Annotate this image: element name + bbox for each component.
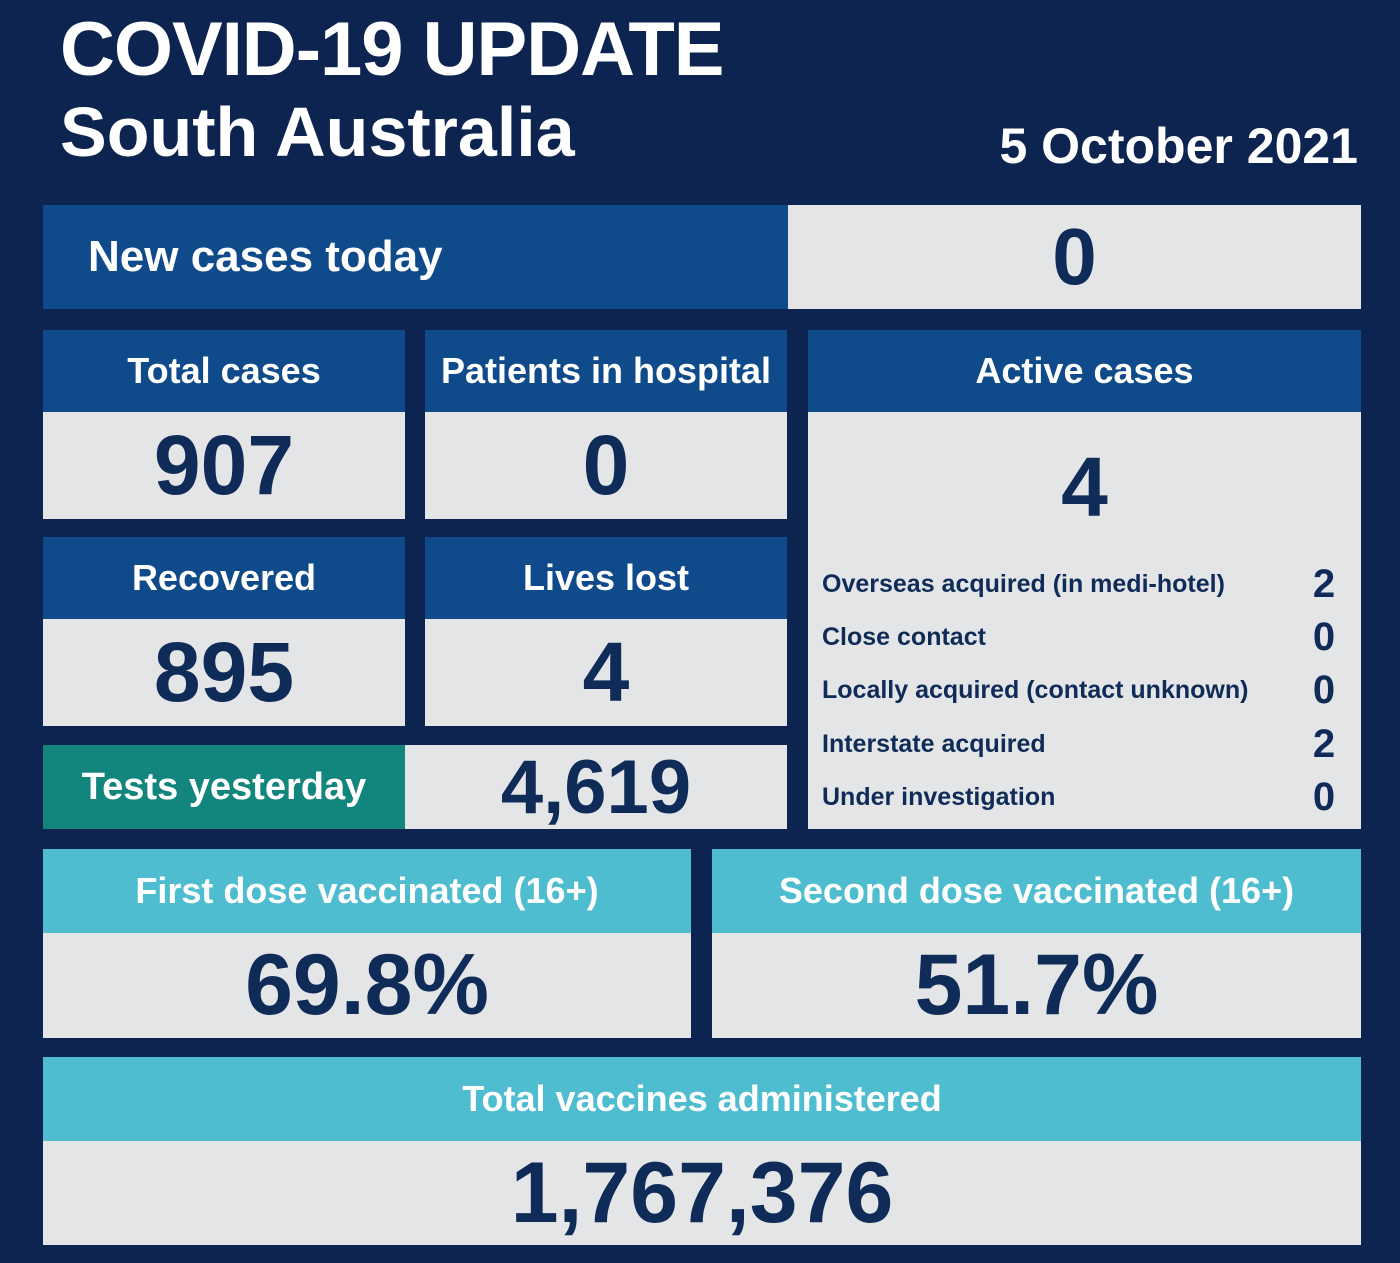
new-cases-value-text: 0 (1052, 212, 1097, 301)
second-dose-value: 51.7% (712, 933, 1361, 1038)
breakdown-label: Locally acquired (contact unknown) (822, 675, 1249, 704)
page-title: COVID-19 UPDATE (60, 7, 724, 92)
lives-lost-value: 4 (425, 619, 787, 726)
lives-lost-value-text: 4 (582, 625, 630, 719)
total-cases-label: Total cases (127, 350, 321, 391)
second-dose-header: Second dose vaccinated (16+) (712, 849, 1361, 933)
hospital-header: Patients in hospital (425, 330, 787, 412)
active-cases-panel: 4 Overseas acquired (in medi-hotel) 2 Cl… (808, 412, 1361, 829)
breakdown-overseas: Overseas acquired (in medi-hotel) 2 (822, 559, 1339, 609)
tests-yesterday-label-text: Tests yesterday (81, 765, 367, 808)
breakdown-value: 0 (1312, 614, 1336, 659)
breakdown-value: 0 (1312, 774, 1336, 819)
active-cases-label: Active cases (975, 350, 1194, 391)
total-cases-header: Total cases (43, 330, 405, 412)
total-cases-value-text: 907 (153, 418, 295, 512)
hospital-value: 0 (425, 412, 787, 519)
new-cases-label-text: New cases today (88, 232, 443, 281)
active-cases-value: 4 (1061, 440, 1108, 534)
total-cases-value: 907 (43, 412, 405, 519)
recovered-value: 895 (43, 619, 405, 726)
hospital-label: Patients in hospital (440, 350, 772, 391)
breakdown-value: 2 (1312, 561, 1336, 606)
breakdown-interstate: Interstate acquired 2 (822, 719, 1339, 769)
recovered-header: Recovered (43, 537, 405, 619)
new-cases-value: 0 (788, 205, 1361, 309)
total-vaccines-label: Total vaccines administered (462, 1078, 942, 1119)
report-date: 5 October 2021 (999, 118, 1358, 174)
total-vaccines-value-text: 1,767,376 (510, 1144, 894, 1241)
lives-lost-header: Lives lost (425, 537, 787, 619)
total-vaccines-value: 1,767,376 (43, 1141, 1361, 1245)
first-dose-value-text: 69.8% (245, 937, 489, 1033)
recovered-label: Recovered (131, 557, 317, 598)
breakdown-value: 0 (1312, 667, 1336, 712)
breakdown-close-contact: Close contact 0 (822, 612, 1339, 662)
breakdown-label: Close contact (822, 622, 986, 651)
breakdown-local-unknown: Locally acquired (contact unknown) 0 (822, 665, 1339, 715)
breakdown-label: Interstate acquired (822, 729, 1046, 758)
second-dose-label: Second dose vaccinated (16+) (778, 870, 1295, 911)
first-dose-header: First dose vaccinated (16+) (43, 849, 691, 933)
tests-yesterday-label: Tests yesterday (43, 745, 405, 829)
recovered-value-text: 895 (153, 625, 295, 719)
breakdown-label: Overseas acquired (in medi-hotel) (822, 569, 1225, 598)
tests-yesterday-value-text: 4,619 (500, 744, 692, 830)
new-cases-label: New cases today (43, 205, 788, 309)
breakdown-value: 2 (1312, 721, 1336, 766)
breakdown-under-investigation: Under investigation 0 (822, 772, 1339, 822)
tests-yesterday-value: 4,619 (405, 744, 787, 830)
first-dose-label: First dose vaccinated (16+) (135, 870, 599, 911)
total-vaccines-header: Total vaccines administered (43, 1057, 1361, 1141)
active-cases-header: Active cases (808, 330, 1361, 412)
lives-lost-label: Lives lost (522, 557, 690, 598)
second-dose-value-text: 51.7% (914, 937, 1159, 1033)
region-subtitle: South Australia (60, 93, 575, 171)
hospital-value-text: 0 (582, 418, 630, 512)
breakdown-label: Under investigation (822, 782, 1056, 811)
first-dose-value: 69.8% (43, 933, 691, 1038)
